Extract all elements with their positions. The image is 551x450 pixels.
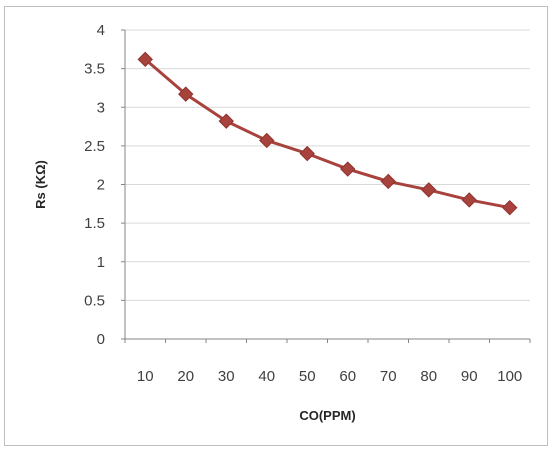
data-point <box>461 192 477 208</box>
x-tick-labels: 10 20 30 40 50 60 70 80 90 100 <box>124 339 531 385</box>
data-point <box>259 132 275 149</box>
data-point <box>299 145 315 162</box>
x-tick-label: 40 <box>258 368 275 385</box>
data-point <box>218 113 234 129</box>
y-tick-label: 1.5 <box>84 215 105 232</box>
x-tick-label: 100 <box>497 368 522 385</box>
y-tick-label: 0 <box>97 331 105 348</box>
y-tick-label: 2.5 <box>84 138 105 155</box>
y-tick-label: 3 <box>97 99 105 116</box>
y-axis-title: Rs (KΩ) <box>33 160 48 209</box>
y-tick-label: 4 <box>97 22 105 39</box>
x-tick-label: 90 <box>461 368 478 385</box>
data-point <box>178 86 194 102</box>
x-tick-label: 50 <box>299 368 316 385</box>
data-point <box>421 182 437 198</box>
y-tick-label: 3.5 <box>84 61 105 78</box>
data-point <box>340 161 356 177</box>
x-tick-label: 20 <box>177 368 194 385</box>
x-tick-label: 10 <box>137 368 154 385</box>
y-tick-label: 0.5 <box>84 292 105 309</box>
axes <box>121 30 530 343</box>
gridlines <box>125 29 530 301</box>
series <box>137 51 518 216</box>
series-line <box>144 58 511 210</box>
y-tick-label: 2 <box>97 177 105 194</box>
x-tick-label: 80 <box>420 368 437 385</box>
y-tick-label: 1 <box>97 254 105 271</box>
data-point <box>137 51 153 68</box>
data-point <box>502 199 518 216</box>
y-tick-labels: 0 0.5 1 1.5 2 2.5 3 3.5 4 <box>84 22 125 348</box>
x-tick-label: 30 <box>218 368 235 385</box>
x-tick-label: 70 <box>380 368 397 385</box>
data-point <box>380 173 396 190</box>
x-axis-title: CO(PPM) <box>299 408 355 423</box>
x-tick-label: 60 <box>339 368 356 385</box>
chart-frame <box>4 6 548 446</box>
